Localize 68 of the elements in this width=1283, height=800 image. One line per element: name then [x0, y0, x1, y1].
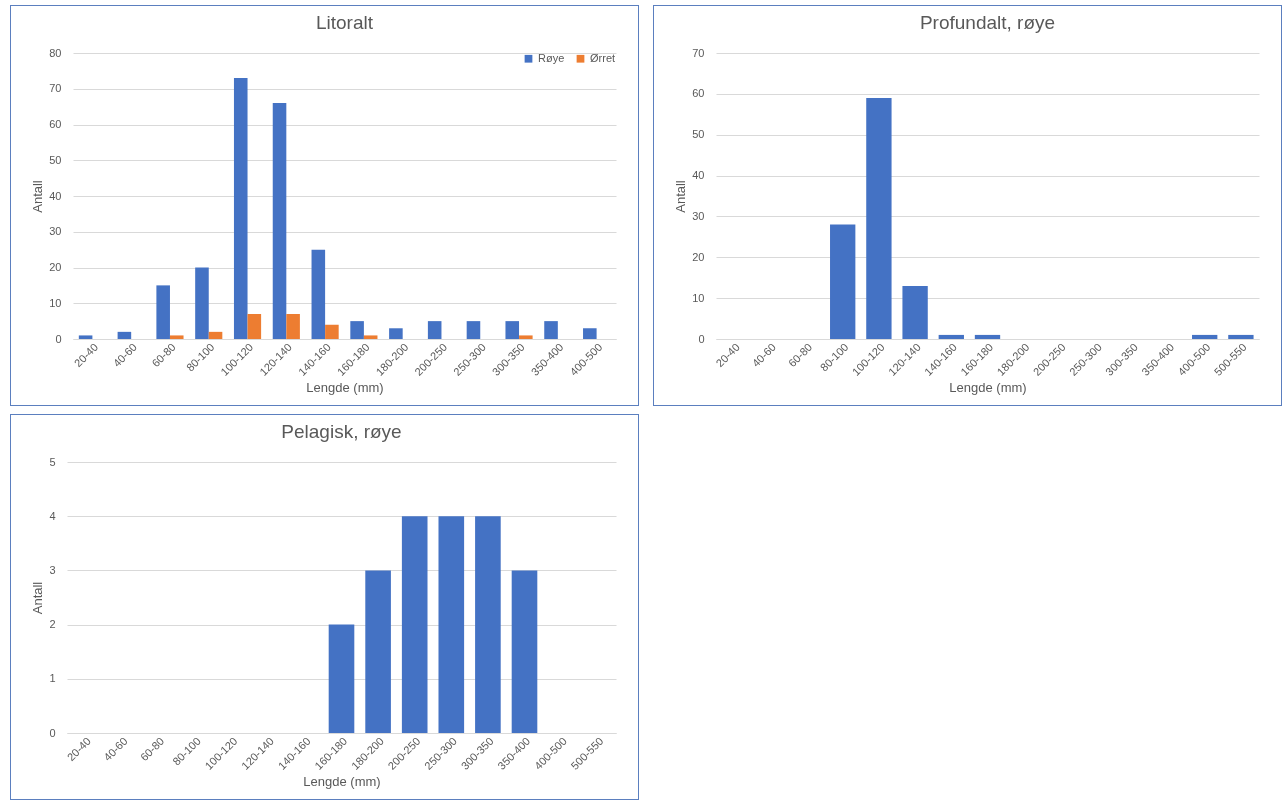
bar — [519, 335, 533, 339]
bar — [438, 516, 465, 733]
y-tick-label: 1 — [49, 672, 56, 685]
y-tick-label: 80 — [49, 46, 62, 59]
bar — [902, 285, 928, 339]
y-tick-label: 5 — [49, 455, 56, 468]
x-axis-title: Lengde (mm) — [303, 773, 381, 789]
x-axis-title: Lengde (mm) — [949, 379, 1027, 395]
bar — [233, 78, 248, 339]
bar — [195, 267, 209, 339]
bar — [328, 624, 355, 733]
bar — [938, 334, 964, 339]
bar — [466, 321, 481, 339]
bar — [286, 313, 300, 339]
y-tick-label: 20 — [692, 250, 705, 263]
y-tick-label: 10 — [49, 296, 62, 309]
y-tick-label: 10 — [692, 291, 705, 304]
bar — [350, 321, 364, 339]
y-tick-label: 0 — [698, 332, 705, 345]
bar — [505, 321, 520, 339]
chart-title: Pelagisk, røye — [281, 421, 402, 442]
y-tick-label: 0 — [55, 332, 62, 345]
bar — [583, 328, 597, 339]
chart-title: Litoralt — [315, 12, 374, 33]
x-axis-title: Lengde (mm) — [306, 379, 384, 395]
bar — [511, 570, 538, 733]
bar — [311, 249, 326, 339]
bar — [208, 331, 223, 339]
bar — [389, 328, 403, 339]
bar — [247, 313, 262, 339]
bar — [117, 331, 132, 339]
y-tick-label: 40 — [692, 169, 705, 182]
bar — [974, 334, 1001, 339]
y-axis-title: Antall — [30, 180, 46, 213]
y-tick-label: 4 — [49, 509, 56, 522]
y-tick-label: 50 — [49, 153, 62, 166]
y-tick-label: 0 — [49, 726, 56, 739]
bar — [401, 516, 428, 733]
bar — [1192, 334, 1218, 339]
y-tick-label: 20 — [49, 261, 62, 273]
bar — [365, 570, 391, 733]
y-tick-label: 60 — [692, 87, 705, 100]
legend-label: Ørret — [590, 51, 616, 64]
y-tick-label: 30 — [692, 209, 705, 222]
bar — [325, 324, 339, 339]
y-axis-title: Antall — [673, 180, 689, 213]
bar — [272, 103, 287, 339]
bar — [427, 321, 442, 339]
bar — [78, 335, 93, 339]
bar — [475, 516, 501, 733]
y-tick-label: 60 — [49, 118, 62, 130]
bar — [156, 285, 170, 339]
y-tick-label: 2 — [49, 618, 56, 631]
y-tick-label: 50 — [692, 128, 705, 141]
bar — [544, 321, 558, 339]
y-tick-label: 30 — [49, 225, 62, 238]
bar — [830, 224, 856, 339]
chart-title: Profundalt, røye — [919, 12, 1056, 33]
y-tick-label: 70 — [49, 82, 62, 95]
bar — [1228, 334, 1254, 339]
y-tick-label: 70 — [692, 46, 705, 59]
y-axis-title: Antall — [30, 581, 46, 615]
y-tick-label: 40 — [49, 189, 62, 202]
bar — [363, 335, 378, 339]
bar — [169, 335, 184, 339]
bar — [866, 97, 892, 339]
y-tick-label: 3 — [49, 563, 56, 576]
legend-label: Røye — [538, 51, 565, 64]
